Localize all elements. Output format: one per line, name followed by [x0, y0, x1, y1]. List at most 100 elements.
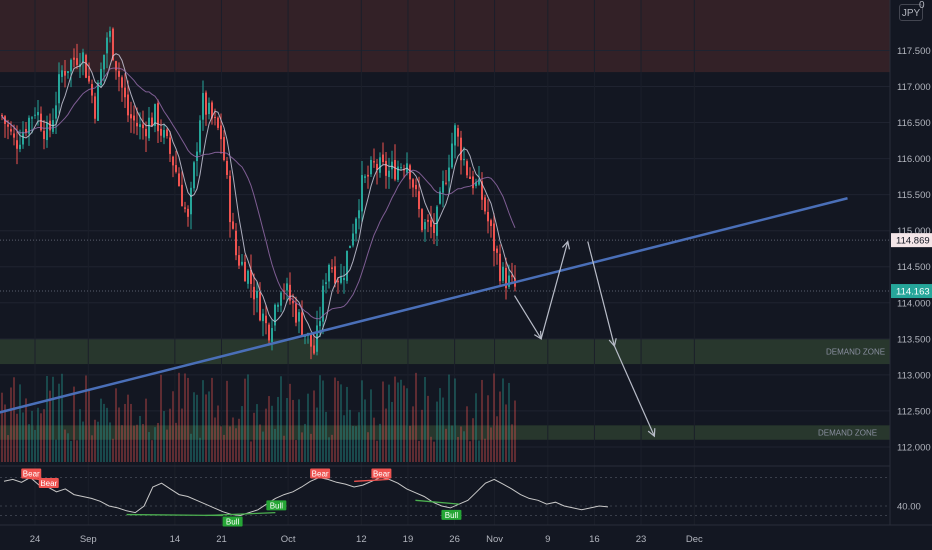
candle-body	[55, 105, 57, 119]
volume-bar	[190, 433, 192, 462]
volume-bar	[361, 380, 363, 462]
candle-body	[442, 181, 444, 193]
price-tick-label: 114.500	[897, 262, 931, 273]
rsi-signal-label: Bear	[23, 470, 40, 479]
volume-bar	[103, 403, 105, 462]
candle-body	[388, 170, 390, 178]
bull-divergence-line	[126, 513, 223, 517]
volume-bar	[79, 409, 81, 462]
candle-body	[382, 154, 384, 163]
volume-bar	[142, 424, 144, 462]
currency-badge[interactable]: JPY	[899, 4, 923, 21]
volume-bar	[316, 407, 318, 462]
candle-body	[412, 179, 414, 188]
candle-body	[76, 58, 78, 65]
candle-body	[211, 102, 213, 119]
rsi-signal-badge	[21, 468, 42, 479]
projection-arrow	[514, 295, 542, 340]
candle-body	[61, 70, 63, 77]
rsi-signal-label: Bear	[373, 470, 390, 479]
candle-body	[37, 112, 39, 116]
candle-body	[472, 176, 474, 189]
rsi-signal-label: Bull	[445, 511, 459, 520]
volume-bar	[139, 415, 141, 462]
price-label-box	[891, 284, 932, 299]
candle-body	[205, 92, 207, 115]
volume-bar	[88, 389, 90, 462]
candle-body	[229, 175, 231, 223]
volume-bar	[232, 417, 234, 462]
volume-bar	[55, 439, 57, 462]
candle-body	[19, 144, 21, 150]
volume-bar	[319, 375, 321, 462]
volume-bar	[46, 375, 48, 462]
volume-bar	[268, 396, 270, 462]
volume-bar	[463, 431, 465, 462]
candle-body	[475, 182, 477, 187]
candle-body	[277, 304, 279, 307]
rsi-signal-label: Bear	[40, 479, 57, 488]
trendline	[0, 197, 848, 414]
rsi-signal-badge	[441, 509, 462, 520]
candle-body	[97, 82, 99, 121]
volume-bar	[505, 404, 507, 462]
volume-bar	[127, 394, 129, 462]
volume-bar	[253, 412, 255, 462]
volume-bar	[343, 415, 345, 462]
volume-bar	[385, 408, 387, 462]
volume-bar	[334, 377, 336, 462]
candle-body	[208, 102, 210, 115]
time-tick-label: Dec	[686, 534, 703, 545]
volume-bar	[511, 424, 513, 462]
projection-arrow	[613, 345, 655, 437]
candle-body	[481, 181, 483, 200]
candle-body	[469, 176, 471, 180]
price-tick-label: 117.500	[897, 46, 931, 57]
volume-bar	[508, 382, 510, 462]
volume-bar	[58, 383, 60, 462]
volume-bar	[211, 377, 213, 462]
candle-body	[355, 218, 357, 234]
drawings-layer[interactable]: DEMAND ZONE DEMAND ZONE	[0, 197, 890, 450]
candle-body	[88, 75, 90, 82]
candle-body	[385, 160, 387, 176]
time-tick-label: 16	[589, 534, 600, 545]
candle-body	[415, 184, 417, 190]
candle-body	[292, 301, 294, 304]
candle-body	[451, 143, 453, 168]
volume-bar	[400, 379, 402, 462]
volume-bar	[97, 421, 99, 462]
candle-body	[346, 250, 348, 281]
volume-bar	[208, 391, 210, 462]
moving-average-fast	[1, 53, 516, 339]
volume-bar	[100, 398, 102, 462]
demand-zone-band	[0, 338, 890, 365]
volume-bar	[424, 377, 426, 462]
candle-body	[46, 122, 48, 141]
volume-bar	[301, 432, 303, 462]
candle-body	[94, 96, 96, 119]
candle-body	[358, 210, 360, 219]
candle-body	[343, 278, 345, 281]
candle-body	[253, 286, 255, 300]
volume-bar	[187, 377, 189, 462]
volume-bar	[280, 376, 282, 462]
candle-body	[163, 130, 165, 138]
candle-body	[328, 265, 330, 282]
arrow-head	[534, 330, 542, 340]
time-tick-label: 12	[356, 534, 367, 545]
price-label-value: 114.869	[896, 236, 930, 247]
volume-bar	[328, 437, 330, 462]
candle-body	[322, 285, 324, 322]
volume-bar	[484, 438, 486, 462]
volume-bar	[394, 376, 396, 462]
candle-body	[43, 130, 45, 140]
volume-bar	[283, 435, 285, 462]
volume-bar	[478, 440, 480, 462]
projection-arrow	[587, 241, 616, 347]
volume-bar	[154, 427, 156, 462]
candle-body	[262, 313, 264, 322]
candle-body	[433, 224, 435, 233]
candle-body	[325, 282, 327, 285]
